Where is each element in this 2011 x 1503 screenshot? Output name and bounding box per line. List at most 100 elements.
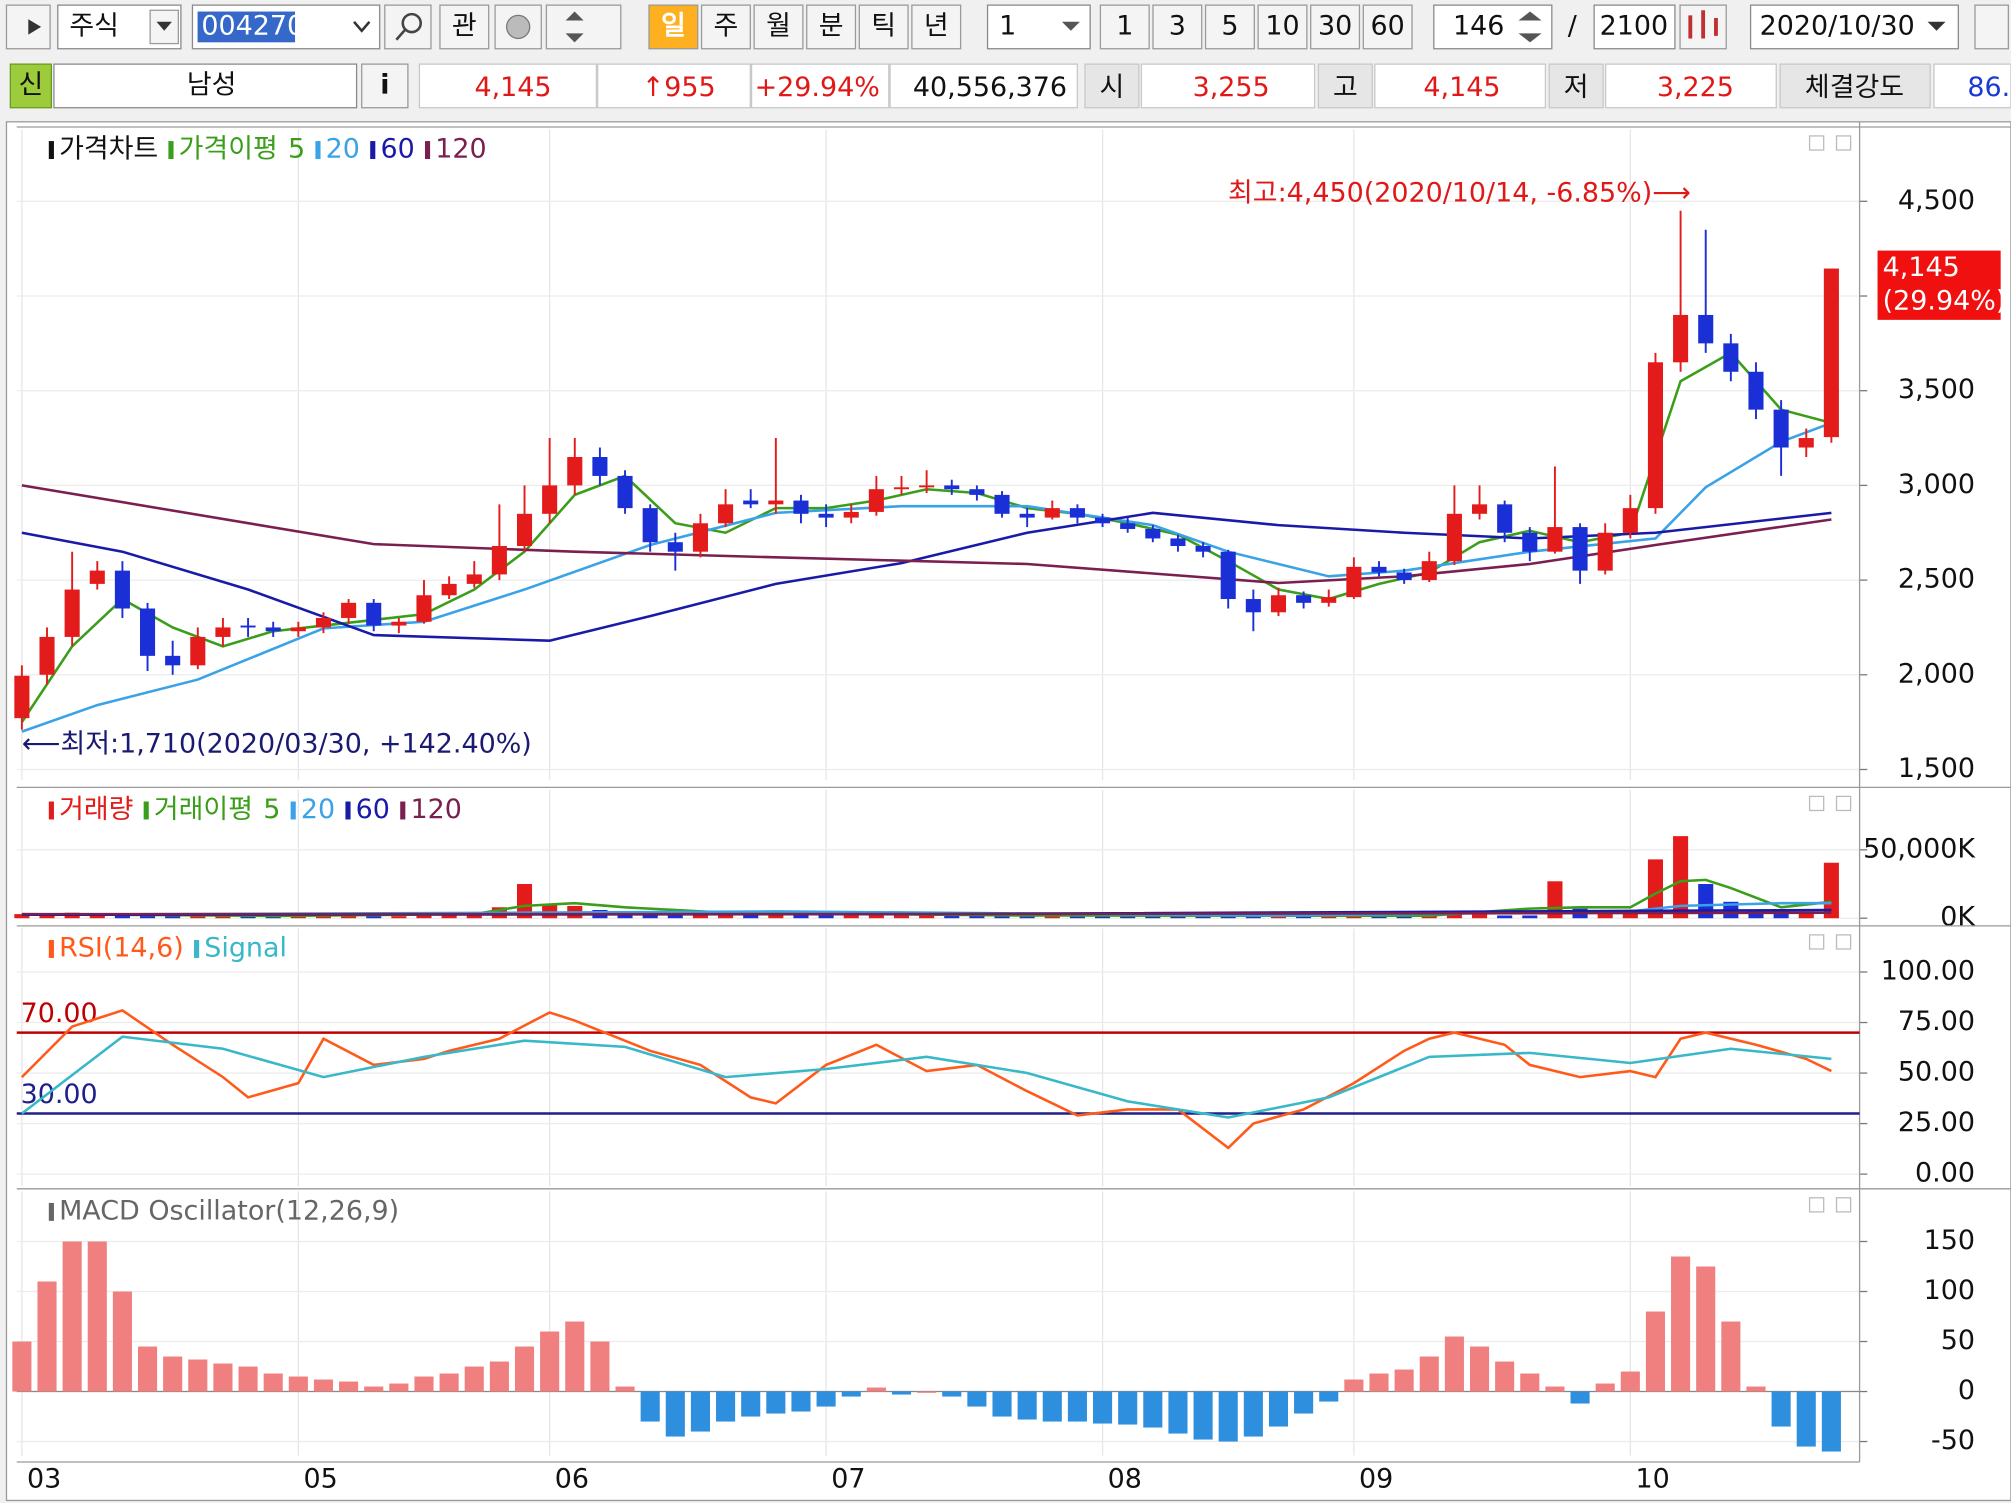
icon-button[interactable]: [494, 4, 542, 50]
candle-body: [14, 675, 30, 719]
macd-bar: [1394, 1369, 1414, 1392]
macd-bar: [263, 1373, 283, 1392]
last-price-box: [1877, 250, 2001, 320]
candle-body: [315, 617, 332, 628]
label-cell: [1548, 63, 1604, 109]
candle-body: [165, 655, 181, 666]
volume-bar: [1069, 916, 1085, 919]
candle-body: [692, 523, 708, 552]
period-button[interactable]: [648, 4, 699, 50]
legend-label: 60: [380, 134, 414, 165]
candle-body: [1522, 532, 1538, 552]
icon: [505, 14, 531, 40]
candle-body: [1773, 409, 1789, 448]
spin-button[interactable]: [545, 4, 622, 50]
info-button[interactable]: [361, 63, 409, 109]
high-label: 고: [1333, 72, 1358, 103]
code-highlight: [197, 11, 296, 43]
candle-body: [1497, 504, 1513, 533]
volume-bar: [1748, 910, 1764, 919]
search-button[interactable]: [384, 4, 432, 50]
x-tick-label: 06: [555, 1463, 589, 1494]
volume-bar: [1446, 914, 1462, 919]
macd-bar: [967, 1391, 987, 1407]
interval-button[interactable]: [1152, 4, 1203, 50]
interval-button[interactable]: [1362, 4, 1413, 50]
last-price: 4,145: [1883, 252, 1960, 283]
candle-body: [1673, 314, 1689, 363]
period-button[interactable]: [753, 4, 804, 50]
interval-button[interactable]: [1257, 4, 1308, 50]
volume-bar: [315, 916, 332, 919]
interval-button[interactable]: [1204, 4, 1255, 50]
candle-body: [391, 621, 407, 626]
macd-bar: [690, 1391, 710, 1432]
date-select[interactable]: [1749, 4, 1959, 50]
candle-body: [1270, 595, 1287, 613]
interval-button[interactable]: [1099, 4, 1150, 50]
macd-bar: [163, 1356, 183, 1392]
candle-body: [64, 589, 80, 637]
interval-button[interactable]: [1310, 4, 1361, 50]
candle-body: [190, 636, 206, 666]
macd-bar: [1294, 1391, 1314, 1414]
period-button[interactable]: [911, 4, 962, 50]
macd-bar: [615, 1386, 635, 1392]
candle-body: [1371, 566, 1387, 573]
macd-bar: [87, 1241, 107, 1392]
volume-bar: [140, 915, 156, 919]
period-button[interactable]: [700, 4, 751, 50]
candle-body: [1622, 508, 1638, 533]
panel-icon: [1835, 135, 1852, 151]
interval-label: 1: [1116, 10, 1133, 41]
y-tick-label: 0: [1958, 1375, 1975, 1406]
candle-body: [542, 485, 558, 514]
panel-icon: [1808, 795, 1825, 812]
volume-bar: [1622, 911, 1638, 919]
period-button[interactable]: [858, 4, 909, 50]
button[interactable]: [439, 4, 490, 50]
candle-body: [1095, 517, 1111, 524]
volume-bar: [89, 914, 105, 919]
interval-label: 5: [1221, 10, 1238, 41]
dropdown-arrow: [1927, 21, 1946, 31]
volume-bar: [1270, 916, 1287, 919]
macd-bar: [1520, 1373, 1540, 1392]
volume-bar: [919, 915, 935, 919]
legend-marker: [143, 801, 149, 820]
period-label: 월: [766, 10, 791, 41]
macd-bar: [1369, 1373, 1389, 1392]
volume-bar: [843, 915, 859, 919]
last-change: (29.94%): [1883, 285, 2007, 316]
period-label: 분: [819, 10, 844, 41]
volume-bar: [441, 914, 457, 919]
volume-bar: [692, 914, 708, 919]
info: i: [380, 69, 389, 100]
legend-marker: [48, 141, 54, 160]
volume-bar: [14, 914, 30, 919]
panel-icon: [1835, 934, 1852, 950]
macd-bar: [137, 1346, 158, 1392]
macd-bar: [1093, 1391, 1113, 1424]
max-input[interactable]: [1593, 4, 1676, 50]
cell: [750, 63, 890, 109]
period-button[interactable]: [806, 4, 857, 50]
volume-bar: [1095, 916, 1111, 919]
icon-button[interactable]: [1974, 4, 2009, 50]
macd-bar: [716, 1391, 736, 1422]
volume-bar: [165, 916, 181, 919]
macd-bar: [339, 1381, 359, 1392]
count-input[interactable]: [1433, 4, 1553, 50]
legend-marker: [194, 940, 200, 958]
macd-bar: [866, 1387, 886, 1392]
candle-body: [1396, 572, 1412, 581]
candle-body: [366, 602, 382, 626]
x-tick-label: 07: [831, 1463, 865, 1494]
button-label: 관: [452, 10, 477, 41]
legend-label: 거래량: [59, 794, 133, 825]
code: 004270: [201, 10, 304, 41]
legend-label: 20: [326, 134, 360, 165]
candle-body: [1145, 528, 1161, 539]
macd-bar: [213, 1363, 233, 1392]
